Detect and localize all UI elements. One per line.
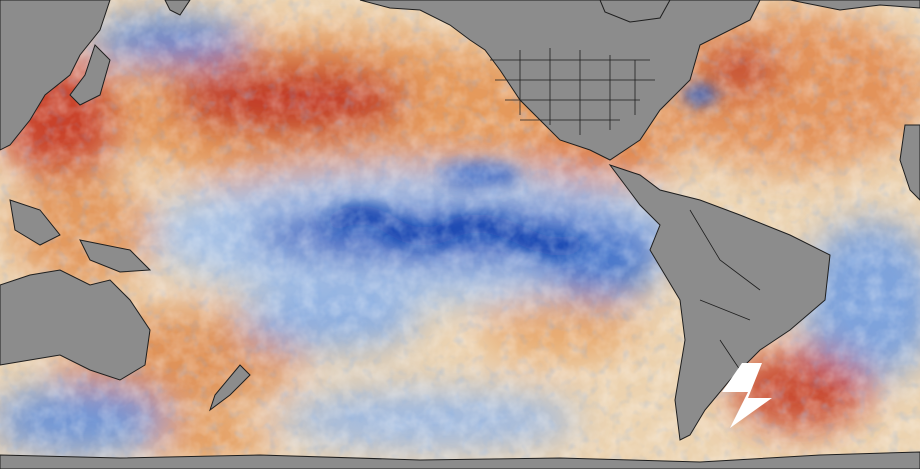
state-line — [519, 48, 636, 135]
japan — [69, 44, 111, 106]
greenland — [599, 0, 671, 23]
south-america — [608, 164, 831, 441]
asia — [0, 0, 111, 151]
borders — [490, 48, 761, 371]
kamchatka — [164, 0, 191, 16]
state-line — [490, 59, 655, 121]
new-zealand — [209, 364, 251, 412]
antarctica — [0, 451, 920, 469]
africa — [899, 124, 920, 201]
australia — [0, 269, 151, 381]
new-guinea — [79, 239, 152, 273]
borneo — [9, 199, 61, 246]
lightning-icon — [722, 363, 772, 428]
country-line — [689, 209, 761, 371]
